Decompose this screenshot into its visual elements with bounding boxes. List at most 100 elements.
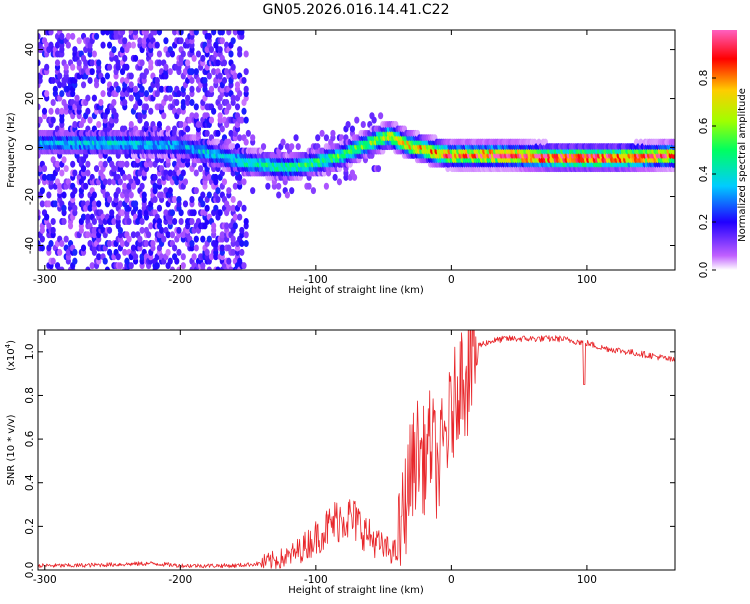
heatmap-cell bbox=[230, 235, 236, 243]
heatmap-cell bbox=[375, 165, 382, 173]
heatmap-cell bbox=[154, 41, 160, 49]
heatmap-cell bbox=[189, 76, 195, 84]
heatmap-cell bbox=[206, 235, 212, 243]
bottom-y-axis-label: SNR (10 * v/v) bbox=[6, 414, 17, 485]
heatmap-cell bbox=[124, 63, 130, 71]
heatmap-cell bbox=[193, 30, 199, 36]
heatmap-cell bbox=[44, 63, 50, 71]
heatmap-cell bbox=[132, 30, 139, 36]
heatmap-cell bbox=[85, 213, 91, 221]
heatmap-cell bbox=[57, 182, 63, 190]
snr-frame bbox=[37, 329, 676, 571]
heatmap-cell bbox=[115, 253, 121, 261]
heatmap-cell bbox=[360, 121, 366, 129]
heatmap-cell bbox=[145, 231, 152, 239]
heatmap-cell bbox=[211, 68, 217, 76]
heatmap-cell bbox=[180, 262, 186, 270]
heatmap-cell bbox=[230, 94, 236, 102]
heatmap-cell bbox=[319, 129, 325, 137]
heatmap-cell bbox=[89, 262, 95, 270]
heatmap-cell bbox=[44, 90, 50, 98]
heatmap-cell bbox=[76, 59, 82, 67]
heatmap-cell bbox=[204, 129, 210, 137]
heatmap-cell bbox=[54, 59, 61, 67]
top-x-axis-label: Height of straight line (km) bbox=[288, 285, 424, 296]
heatmap-cell bbox=[189, 68, 195, 76]
heatmap-cell bbox=[130, 231, 137, 239]
heatmap-cell bbox=[169, 231, 176, 239]
heatmap-cell bbox=[41, 165, 48, 173]
heatmap-cell bbox=[354, 116, 360, 124]
heatmap-cell bbox=[87, 76, 93, 84]
heatmap-cell bbox=[143, 103, 150, 111]
heatmap-cell bbox=[135, 178, 141, 186]
heatmap-cell bbox=[345, 121, 351, 129]
heatmap-cell bbox=[39, 200, 45, 208]
heatmap-cell bbox=[215, 129, 221, 137]
colorbar: 0.0 0.2 0.4 0.6 0.8 Normalized spectral ampl… bbox=[698, 30, 748, 278]
heatmap-cell bbox=[323, 182, 330, 190]
x-tick-label: 0 bbox=[448, 274, 455, 286]
heatmap-cell bbox=[180, 50, 186, 58]
heatmap-cell bbox=[119, 209, 126, 217]
heatmap-cell bbox=[232, 182, 238, 190]
heatmap-cell bbox=[106, 226, 113, 234]
heatmap-cell bbox=[96, 59, 102, 67]
heatmap-cell bbox=[100, 90, 106, 98]
heatmap-cell bbox=[143, 90, 150, 98]
heatmap-cell bbox=[137, 98, 143, 106]
heatmap-cell bbox=[63, 103, 69, 111]
heatmap-cell bbox=[113, 112, 119, 120]
x-tick-label: -100 bbox=[304, 574, 328, 586]
heatmap-cell bbox=[72, 204, 78, 212]
heatmap-cell bbox=[159, 191, 165, 199]
heatmap-cell bbox=[195, 121, 202, 129]
heatmap-cell bbox=[193, 103, 199, 111]
heatmap-cell bbox=[61, 218, 67, 226]
heatmap-cell bbox=[93, 32, 100, 40]
colorbar-tick-label: 0.6 bbox=[698, 117, 710, 134]
heatmap-cell bbox=[100, 41, 106, 49]
heatmap-cell bbox=[239, 226, 245, 234]
heatmap-cell bbox=[219, 37, 225, 45]
heatmap-cell bbox=[148, 107, 154, 115]
heatmap-cell bbox=[174, 98, 180, 106]
heatmap-cell bbox=[128, 72, 134, 80]
heatmap-cell bbox=[111, 98, 117, 106]
heatmap-cell bbox=[243, 240, 249, 248]
heatmap-cell bbox=[119, 240, 126, 248]
heatmap-cell bbox=[156, 178, 163, 186]
heatmap-cell bbox=[182, 200, 189, 208]
heatmap-cell bbox=[172, 125, 178, 133]
heatmap-cell bbox=[85, 231, 91, 239]
heatmap-cell bbox=[241, 76, 247, 84]
heatmap-cell bbox=[165, 248, 171, 256]
heatmap-cell bbox=[330, 129, 336, 137]
y-tick-label: 0 bbox=[24, 144, 36, 151]
heatmap-cell bbox=[115, 187, 121, 195]
heatmap-cell bbox=[137, 235, 143, 243]
heatmap-cell bbox=[211, 107, 217, 115]
heatmap-cell bbox=[178, 209, 184, 217]
heatmap-cell bbox=[250, 134, 256, 142]
heatmap-cell bbox=[38, 59, 41, 67]
heatmap-cell bbox=[156, 59, 163, 67]
heatmap-cell bbox=[172, 244, 178, 252]
heatmap-cell bbox=[152, 173, 158, 181]
heatmap-cell bbox=[237, 173, 243, 181]
heatmap-cell bbox=[243, 68, 249, 76]
heatmap-cell bbox=[182, 178, 189, 186]
heatmap-cell bbox=[208, 85, 215, 93]
heatmap-cell bbox=[193, 187, 199, 195]
heatmap-cell bbox=[226, 257, 232, 265]
heatmap-cell bbox=[176, 90, 182, 98]
colorbar-label: Normalized spectral amplitude bbox=[737, 88, 748, 242]
heatmap-cell bbox=[132, 85, 139, 93]
heatmap-cell bbox=[106, 240, 113, 248]
heatmap-cell bbox=[250, 187, 256, 195]
heatmap-cell bbox=[169, 209, 176, 217]
heatmap-cell bbox=[230, 63, 236, 71]
heatmap-cell bbox=[289, 187, 295, 195]
heatmap-cell bbox=[217, 72, 223, 80]
heatmap-cell bbox=[63, 63, 69, 71]
